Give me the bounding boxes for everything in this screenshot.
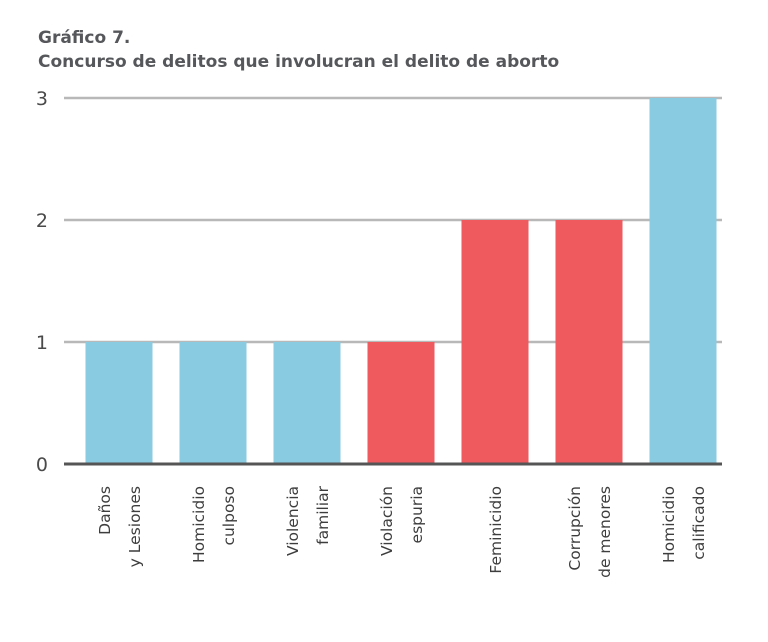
y-tick-label: 0 (36, 454, 48, 476)
x-tick-label-line: Violación (378, 486, 396, 556)
x-tick-label: Daños y Lesiones (96, 486, 144, 567)
chart-title-block: Gráfico 7. Concurso de delitos que invol… (38, 26, 559, 74)
x-tick-label: Violencia familiar (284, 485, 332, 556)
bar (649, 98, 717, 464)
x-tick-label: Corrupción de menores (566, 486, 614, 578)
x-tick-label-line: Corrupción (566, 486, 584, 571)
x-tick-label-line: Homicidio (190, 486, 208, 563)
bar (179, 342, 247, 464)
x-tick-label-line: de menores (596, 486, 614, 578)
y-tick-label: 1 (36, 332, 48, 354)
bar (273, 342, 341, 464)
chart-title: Gráfico 7. (38, 28, 131, 48)
chart-subtitle: Concurso de delitos que involucran el de… (38, 52, 560, 72)
x-tick-label: Homicidio culposo (190, 486, 238, 563)
x-tick-label: Homicidio calificado (660, 486, 708, 563)
x-tick-label: Feminicidio (487, 486, 505, 574)
bar (367, 342, 435, 464)
x-tick-label-line: calificado (690, 486, 708, 560)
x-tick-label-line: Daños (96, 486, 114, 535)
x-tick-label-line: y Lesiones (126, 486, 144, 567)
x-tick-label-line: culposo (220, 486, 238, 546)
bar (461, 220, 529, 464)
x-tick-label-line: Violencia (284, 486, 302, 556)
x-tick-label-line: Feminicidio (487, 486, 505, 574)
x-tick-label: Violación espuria (378, 486, 426, 556)
x-tick-label-line: Homicidio (660, 486, 678, 563)
bar (555, 220, 623, 464)
y-tick-label: 2 (36, 210, 48, 232)
x-tick-label-line: espuria (408, 486, 426, 543)
y-tick-label: 3 (36, 88, 48, 110)
x-tick-label-line: familiar (314, 485, 332, 544)
bar (85, 342, 153, 464)
